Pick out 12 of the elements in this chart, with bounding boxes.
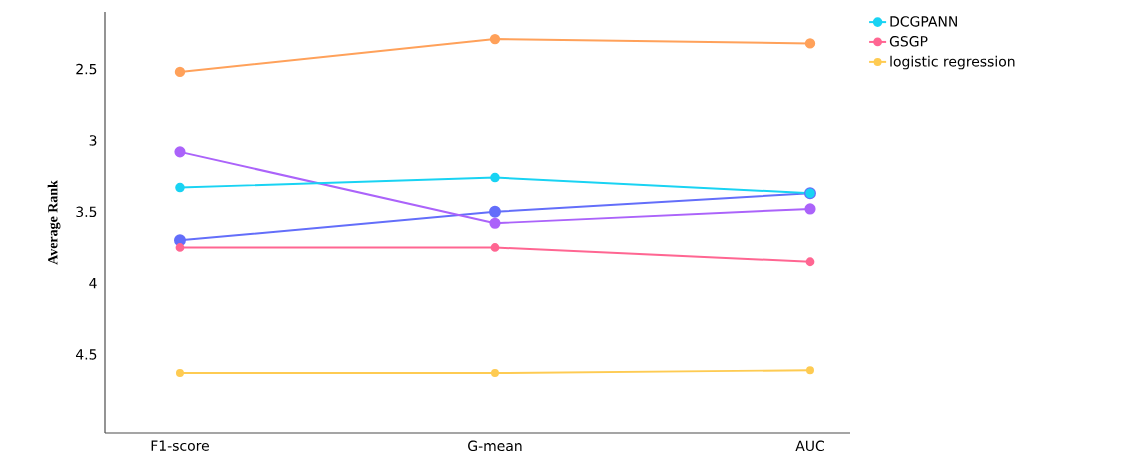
y-tick-label: 4.5 [75, 349, 97, 360]
y-tick-label: 4 [89, 278, 97, 289]
x-tick-label: G-mean [468, 440, 522, 452]
legend-label: logistic regression [890, 55, 1015, 70]
y-tick-label: 3.5 [76, 206, 97, 218]
x-tick-label: AUC [795, 440, 824, 452]
x-tick-label: F1-score [151, 440, 209, 451]
legend-label: GSGP [889, 36, 928, 47]
y-tick-label: 2.5 [76, 63, 97, 75]
legend-label: DCGPANN [890, 16, 957, 27]
y-axis-title: Average Rank [47, 180, 61, 265]
y-tick-label: 3 [89, 135, 97, 146]
